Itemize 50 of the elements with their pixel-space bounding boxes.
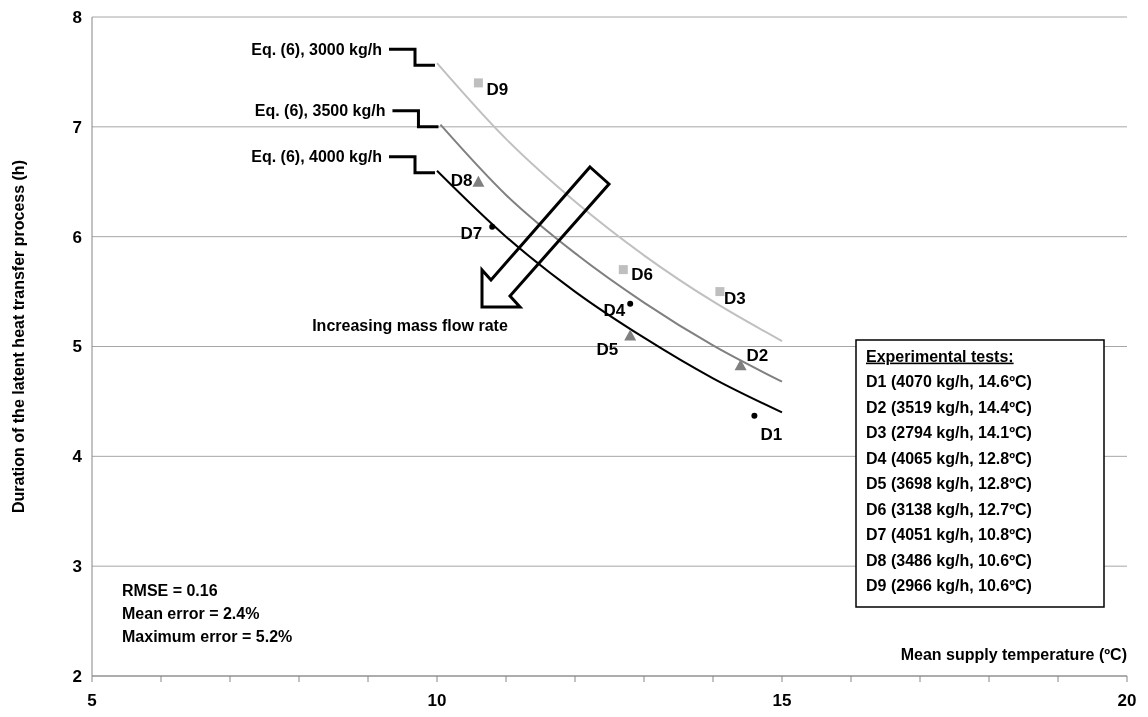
point: [618, 265, 628, 275]
point: [473, 78, 483, 88]
y-tick-label: 8: [72, 7, 82, 27]
annotation: Eq. (6), 3500 kg/h: [254, 102, 386, 120]
line-series: [439, 123, 783, 383]
point: [489, 223, 496, 230]
annotation: Maximum error = 5.2%: [122, 627, 293, 645]
annotation: D7: [460, 223, 483, 243]
x-tick-label: 15: [772, 691, 792, 710]
annotation: D6 (3138 kg/h, 12.7ºC): [866, 500, 1032, 518]
x-tick-label: 20: [1117, 691, 1137, 710]
y-tick-label: 6: [72, 227, 82, 247]
x-axis-title: Mean supply temperature (ºC): [900, 646, 1127, 663]
point: [472, 175, 485, 187]
annotation: D8: [450, 170, 473, 190]
annotation: D1: [760, 424, 783, 444]
annotation: D1 (4070 kg/h, 14.6ºC): [866, 373, 1032, 391]
annotation: D9 (2966 kg/h, 10.6ºC): [866, 577, 1032, 595]
annotation: RMSE = 0.16: [122, 581, 218, 599]
annotation: D6: [631, 264, 654, 284]
y-tick-label: 4: [72, 447, 83, 467]
point: [715, 287, 725, 297]
annotation: D5: [596, 340, 619, 360]
annotation: Experimental tests:: [866, 347, 1014, 365]
annotation: D5 (3698 kg/h, 12.8ºC): [866, 475, 1032, 493]
annotation: Mean error = 2.4%: [122, 604, 260, 622]
point: [624, 329, 637, 341]
annotation: D3: [723, 288, 746, 308]
y-tick-label: 2: [72, 666, 82, 686]
annotation: D2 (3519 kg/h, 14.4ºC): [866, 398, 1032, 416]
annotation: D9: [486, 79, 509, 99]
x-tick-label: 5: [87, 691, 97, 710]
annotation: D3 (2794 kg/h, 14.1ºC): [866, 424, 1032, 442]
annotation: D4: [603, 300, 626, 320]
y-tick-label: 5: [72, 337, 82, 357]
point: [627, 300, 634, 307]
annotation: D4 (4065 kg/h, 12.8ºC): [866, 449, 1032, 467]
annotation: D2: [746, 346, 769, 366]
point: [751, 412, 758, 419]
line-series: [436, 62, 783, 343]
annotation: D8 (3486 kg/h, 10.6ºC): [866, 551, 1032, 569]
x-tick-label: 10: [427, 691, 447, 710]
annotation: Increasing mass flow rate: [312, 316, 508, 334]
point: [734, 359, 747, 371]
annotation: Eq. (6), 4000 kg/h: [251, 148, 382, 166]
annotation: D7 (4051 kg/h, 10.8ºC): [866, 526, 1032, 544]
annotation: Eq. (6), 3000 kg/h: [251, 40, 382, 58]
y-tick-label: 7: [72, 117, 82, 137]
y-axis-title: Duration of the latent heat transfer process (h): [10, 160, 27, 513]
y-tick-label: 3: [72, 557, 82, 577]
